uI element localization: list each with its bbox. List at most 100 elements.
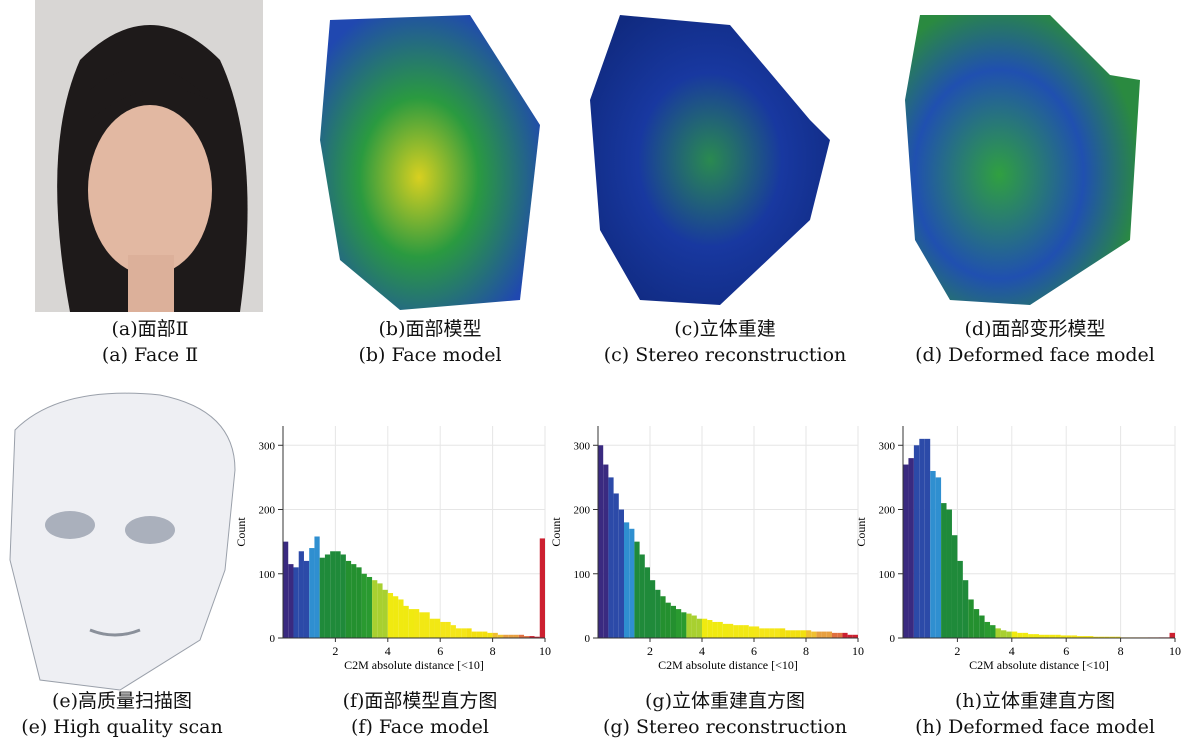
bar (686, 614, 691, 638)
bar (320, 558, 325, 638)
bar (445, 622, 450, 638)
x-tick-label: 4 (1009, 644, 1015, 658)
bar (293, 567, 298, 638)
bar (770, 628, 775, 638)
bar (288, 564, 293, 638)
bar (640, 554, 645, 638)
bar (1017, 633, 1022, 638)
caption: (e)高质量扫描图(e) High quality scan (0, 688, 272, 740)
bar (837, 633, 842, 638)
x-tick-label: 4 (699, 644, 705, 658)
y-tick-label: 100 (879, 569, 896, 581)
caption: (a)面部Ⅱ(a) Face Ⅱ (0, 316, 300, 368)
bar (655, 590, 660, 638)
bar (697, 619, 702, 638)
bar (440, 622, 445, 638)
caption-cn: (b)面部模型 (280, 316, 580, 342)
bar (985, 622, 990, 638)
bar (801, 630, 806, 638)
x-tick-label: 2 (647, 644, 653, 658)
caption-cn: (d)面部变形模型 (885, 316, 1185, 342)
bar (832, 633, 837, 638)
bar (712, 622, 717, 638)
bar (619, 510, 624, 638)
bar (314, 536, 319, 638)
bar (435, 619, 440, 638)
bar (419, 612, 424, 638)
bar (650, 580, 655, 638)
y-tick-label: 0 (585, 633, 591, 645)
bar (1001, 630, 1006, 638)
bar (957, 561, 962, 638)
bar (1028, 634, 1033, 638)
y-tick-label: 200 (879, 505, 896, 517)
bar (341, 554, 346, 638)
bar (1012, 632, 1017, 638)
bar (947, 510, 952, 638)
bar (362, 574, 367, 638)
bar (811, 632, 816, 638)
bar (404, 606, 409, 638)
bar (692, 616, 697, 638)
bar (1023, 633, 1028, 638)
bar (1170, 633, 1175, 638)
bar (603, 465, 608, 638)
caption-cn: (f)面部模型直方图 (270, 688, 570, 714)
caption-cn: (a)面部Ⅱ (0, 316, 300, 342)
x-tick-label: 10 (1169, 644, 1181, 658)
x-axis-label: C2M absolute distance [<10] (969, 658, 1109, 672)
bar (666, 603, 671, 638)
caption-en: (d) Deformed face model (885, 342, 1185, 368)
caption: (f)面部模型直方图(f) Face model (270, 688, 570, 740)
y-axis-label: Count (549, 517, 563, 547)
x-tick-label: 8 (803, 644, 809, 658)
bar (780, 628, 785, 638)
x-tick-label: 8 (1118, 644, 1124, 658)
x-axis-label: C2M absolute distance [<10] (658, 658, 798, 672)
stereo-reconstruction-image (590, 15, 830, 305)
bar (461, 628, 466, 638)
caption: (h)立体重建直方图(h) Deformed face model (885, 688, 1185, 740)
bar (744, 625, 749, 638)
x-tick-label: 6 (437, 644, 443, 658)
bar (806, 630, 811, 638)
y-tick-label: 300 (574, 440, 591, 452)
y-tick-label: 100 (259, 569, 276, 581)
x-tick-label: 4 (385, 644, 391, 658)
caption: (b)面部模型(b) Face model (280, 316, 580, 368)
bar (493, 633, 498, 638)
bar (963, 580, 968, 638)
bar (968, 599, 973, 638)
bar (676, 609, 681, 638)
bar (754, 626, 759, 638)
bar (624, 522, 629, 638)
bar (608, 477, 613, 638)
bar (466, 628, 471, 638)
histogram: 0100200300246810C2M absolute distance [<… (549, 426, 864, 672)
y-axis-label: Count (234, 517, 248, 547)
x-tick-label: 6 (1063, 644, 1069, 658)
bar (325, 554, 330, 638)
bar (952, 535, 957, 638)
bar (540, 538, 545, 638)
bar (908, 458, 913, 638)
scan-image (10, 393, 235, 690)
bar (974, 609, 979, 638)
bar (472, 632, 477, 638)
x-tick-label: 6 (751, 644, 757, 658)
deformed-model-image (905, 15, 1140, 305)
bar (827, 632, 832, 638)
bar (388, 593, 393, 638)
bar (1034, 634, 1039, 638)
bar (775, 628, 780, 638)
bar (393, 596, 398, 638)
bar (487, 633, 492, 638)
bar (372, 580, 377, 638)
bar (383, 590, 388, 638)
caption: (c)立体重建(c) Stereo reconstruction (575, 316, 875, 368)
bar (919, 439, 924, 638)
bar (451, 625, 456, 638)
x-tick-label: 10 (539, 644, 551, 658)
bar (477, 632, 482, 638)
bar (614, 493, 619, 638)
